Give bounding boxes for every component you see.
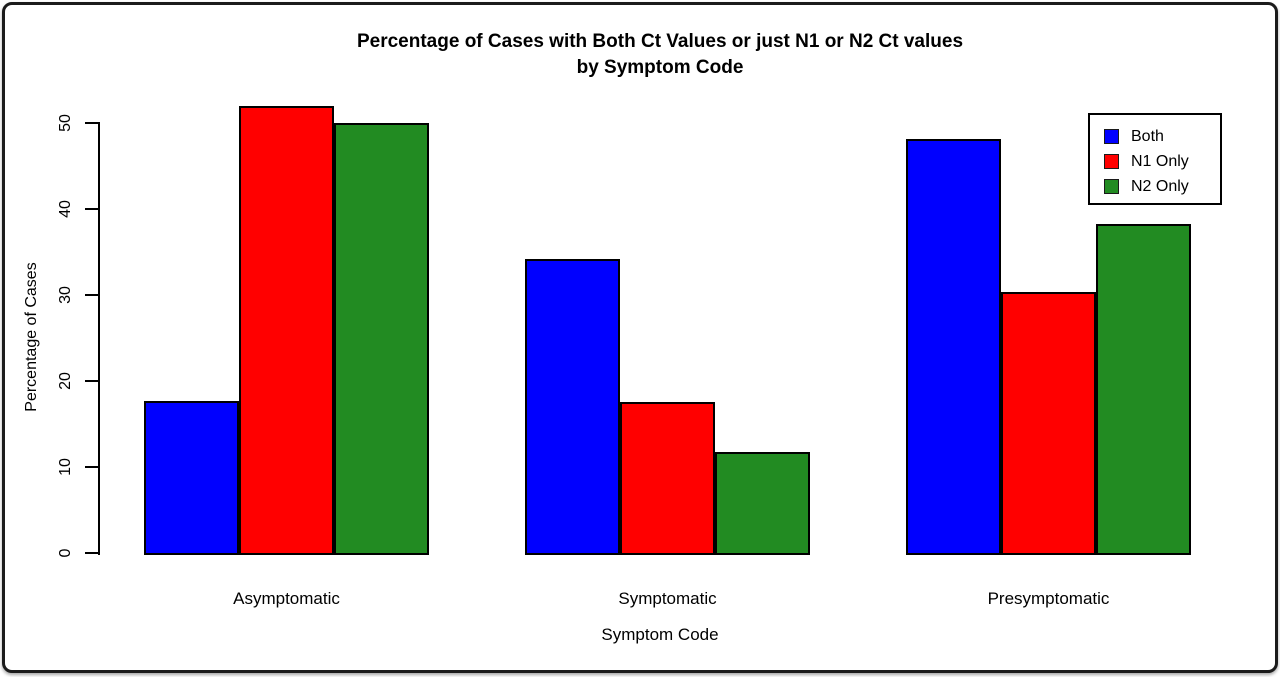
y-tick-label-20: 20 [57, 372, 74, 390]
chart-title-line-1: Percentage of Cases with Both Ct Values … [356, 31, 964, 52]
legend-swatch-both [1104, 129, 1119, 144]
y-tick-label-30: 30 [57, 286, 74, 304]
bar-n1-only-asymptomatic [239, 106, 334, 555]
y-tick-mark-50 [85, 122, 99, 124]
legend-label-n2-only: N2 Only [1131, 177, 1189, 195]
bar-n1-only-symptomatic [620, 402, 715, 555]
y-tick-mark-10 [85, 466, 99, 468]
bar-n1-only-presymptomatic [1001, 292, 1096, 555]
bar-both-asymptomatic [144, 401, 239, 555]
bar-n2-only-presymptomatic [1096, 224, 1191, 555]
y-tick-mark-20 [85, 380, 99, 382]
y-tick-mark-40 [85, 208, 99, 210]
chart-title: Percentage of Cases with Both Ct Values … [35, 29, 1280, 81]
y-tick-label-40: 40 [57, 200, 74, 218]
bar-both-presymptomatic [906, 139, 1001, 555]
legend-item-both: Both [1104, 124, 1220, 149]
legend-swatch-n1-only [1104, 154, 1119, 169]
legend-swatch-n2-only [1104, 179, 1119, 194]
bar-n2-only-symptomatic [715, 452, 810, 555]
bar-both-symptomatic [525, 259, 620, 555]
y-axis-line [98, 122, 100, 555]
x-axis-title: Symptom Code [601, 625, 719, 644]
y-tick-mark-0 [85, 552, 99, 554]
category-label-asymptomatic: Asymptomatic [233, 589, 340, 608]
bar-n2-only-asymptomatic [334, 123, 429, 555]
y-tick-label-10: 10 [57, 458, 74, 476]
y-axis-title: Percentage of Cases [23, 262, 40, 412]
category-label-symptomatic: Symptomatic [618, 589, 717, 608]
legend-label-n1-only: N1 Only [1131, 152, 1189, 170]
y-tick-mark-30 [85, 294, 99, 296]
y-tick-label-0: 0 [57, 548, 74, 558]
category-label-presymptomatic: Presymptomatic [987, 589, 1110, 608]
legend-label-both: Both [1131, 127, 1164, 145]
y-tick-label-50: 50 [57, 114, 74, 132]
legend: Both N1 Only N2 Only [1088, 113, 1222, 205]
legend-item-n1-only: N1 Only [1104, 149, 1220, 174]
chart-title-line-2: by Symptom Code [576, 57, 744, 78]
legend-item-n2-only: N2 Only [1104, 174, 1220, 199]
